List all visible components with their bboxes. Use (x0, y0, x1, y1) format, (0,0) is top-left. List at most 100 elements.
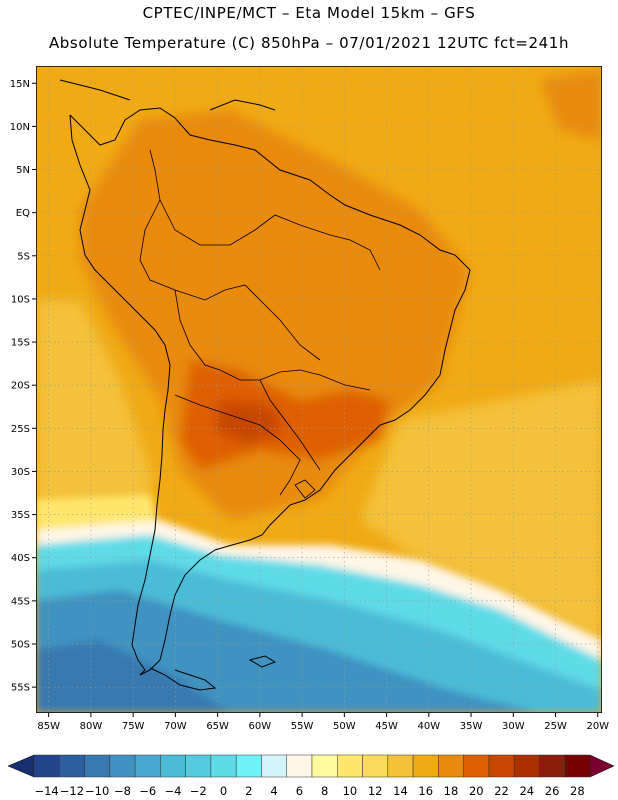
lon-label: 50W (333, 721, 356, 732)
lat-label: 20S (11, 381, 30, 392)
chart-title-line-1: CPTEC/INPE/MCT – Eta Model 15km – GFS (142, 4, 476, 22)
colorbar-label: −4 (165, 784, 182, 798)
lon-label: 45W (375, 721, 398, 732)
colorbar-label: 28 (570, 784, 585, 798)
colorbar-swatch (564, 754, 591, 778)
colorbar-low-arrow (7, 754, 35, 778)
lat-label: 5S (17, 251, 30, 262)
hot-zone (180, 360, 390, 470)
lat-label: 35S (11, 510, 30, 521)
colorbar-label: 24 (519, 784, 534, 798)
yellow-zone-pacific (36, 300, 150, 520)
colorbar-label: 4 (270, 784, 277, 798)
colorbar-label: 10 (343, 784, 358, 798)
lon-label: 35W (460, 721, 483, 732)
latitude-labels: 15N 10N 5N EQ 5S 10S 15S 20S 25S 30S 35S 40S 45S 50S 5… (10, 79, 36, 694)
colorbar-swatch (210, 754, 237, 778)
colorbar-label: 22 (494, 784, 509, 798)
lon-label: 60W (249, 721, 272, 732)
west-coast (69, 114, 171, 676)
colorbar-swatch (412, 754, 439, 778)
lat-label: 25S (11, 424, 30, 435)
colorbar-swatch (185, 754, 212, 778)
colorbar-swatch (463, 754, 490, 778)
colorbar-label: 20 (469, 784, 484, 798)
temperature-field (36, 66, 602, 713)
lat-label: 10S (11, 294, 30, 305)
colorbar-swatch (362, 754, 389, 778)
longitude-labels: 85W 80W 75W 70W 65W 60W 55W 50W 45W 40W 35W 30W 25W 2… (37, 713, 609, 732)
colorbar-swatch (438, 754, 464, 778)
chart-title-line-2: Absolute Temperature (C) 850hPa – 07/01/… (48, 34, 570, 52)
colorbar-swatch (286, 754, 313, 778)
colorbar-label: 6 (296, 784, 303, 798)
colorbar-label: 16 (418, 784, 433, 798)
yellow-zone (360, 380, 602, 640)
lon-label: 20W (586, 721, 609, 732)
colorbar-label: −10 (85, 784, 109, 798)
colorbar-swatch (539, 754, 565, 778)
lon-label: 80W (80, 721, 103, 732)
colorbar-label: 18 (444, 784, 459, 798)
colorbar-label: −14 (34, 784, 58, 798)
lagoa (294, 479, 316, 499)
colorbar-label: 8 (321, 784, 328, 798)
lon-label: 25W (544, 721, 567, 732)
colorbar-high-arrow (589, 754, 615, 778)
lat-label: 15S (11, 338, 30, 349)
colorbar-label: −6 (139, 784, 156, 798)
country-borders (139, 149, 381, 499)
lon-label: 70W (164, 721, 187, 732)
orange-zone-ne (540, 70, 602, 140)
colorbar-label: 14 (393, 784, 408, 798)
colorbar-label: −12 (60, 784, 84, 798)
colorbar-swatch (160, 754, 186, 778)
colorbar-label: 26 (545, 784, 560, 798)
colorbar-swatch (513, 754, 540, 778)
colorbar-swatch (134, 754, 161, 778)
colorbar-swatch (59, 754, 85, 778)
falklands (248, 655, 277, 668)
border-argentina (174, 394, 301, 496)
very-cold-band (36, 640, 230, 713)
border-paraguay (259, 379, 321, 471)
lat-label: 50S (11, 639, 30, 650)
lat-label: 55S (11, 683, 30, 694)
east-coast (69, 107, 471, 676)
lon-label: 75W (122, 721, 145, 732)
colorbar-label: 0 (220, 784, 227, 798)
colorbar-swatch (235, 754, 262, 778)
colorbar-label: −2 (190, 784, 207, 798)
lat-label: 15N (10, 79, 30, 90)
colorbar-label: 12 (368, 784, 383, 798)
colorbar-swatch (387, 754, 414, 778)
lat-label: 5N (16, 165, 30, 176)
colorbar-label: −8 (114, 784, 131, 798)
lat-label: 45S (11, 596, 30, 607)
lon-label: 65W (206, 721, 229, 732)
lat-label: 30S (11, 467, 30, 478)
lat-label: 10N (10, 122, 30, 133)
lon-label: 30W (502, 721, 525, 732)
lat-label: 40S (11, 553, 30, 564)
border-bolivia-paraguay (174, 289, 371, 391)
colorbar-swatch (84, 754, 111, 778)
colorbar-swatch (337, 754, 363, 778)
hottest-zone (215, 400, 285, 445)
lon-label: 55W (291, 721, 314, 732)
colorbar-swatch (33, 754, 60, 778)
lon-label: 40W (418, 721, 441, 732)
coastline (59, 79, 471, 691)
tierra-del-fuego (149, 667, 217, 691)
border-peru-brazil (139, 199, 321, 361)
colorbar-swatch (488, 754, 515, 778)
colorbar-swatch (109, 754, 136, 778)
lat-label: EQ (16, 208, 30, 219)
colorbar-swatch (261, 754, 287, 778)
colorbar-swatch (311, 754, 338, 778)
lon-label: 85W (37, 721, 60, 732)
colorbar-label: 2 (245, 784, 252, 798)
caribbean-coast (59, 79, 276, 111)
